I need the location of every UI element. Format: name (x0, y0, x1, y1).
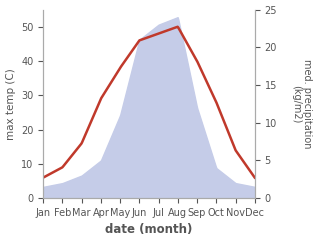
Y-axis label: max temp (C): max temp (C) (5, 68, 16, 140)
X-axis label: date (month): date (month) (105, 223, 193, 236)
Y-axis label: med. precipitation
(kg/m2): med. precipitation (kg/m2) (291, 59, 313, 149)
